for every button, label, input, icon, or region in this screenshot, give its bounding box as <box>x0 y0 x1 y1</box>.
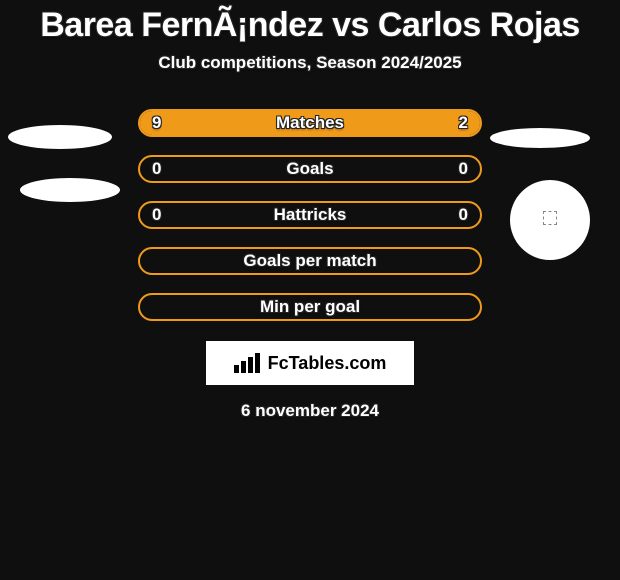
bar-label: Goals per match <box>243 251 376 271</box>
bar-label: Hattricks <box>274 205 347 225</box>
subtitle: Club competitions, Season 2024/2025 <box>0 53 620 73</box>
brand-text: FcTables.com <box>268 353 387 374</box>
bar-value-left: 0 <box>152 205 161 225</box>
date-label: 6 november 2024 <box>0 401 620 421</box>
bar-label: Goals <box>286 159 333 179</box>
bar-value-left: 9 <box>152 113 161 133</box>
avatar-placeholder-left-1 <box>8 125 112 149</box>
bar-chart-icon <box>234 353 262 373</box>
image-placeholder-icon <box>543 211 557 225</box>
bar-row-matches: 9 2 Matches <box>138 109 482 137</box>
bar-label: Min per goal <box>260 297 360 317</box>
bar-value-right: 0 <box>459 205 468 225</box>
bar-value-right: 2 <box>459 113 468 133</box>
avatar-placeholder-left-2 <box>20 178 120 202</box>
page-title: Barea FernÃ¡ndez vs Carlos Rojas <box>0 0 620 45</box>
bar-fill-right <box>418 111 480 135</box>
brand-badge: FcTables.com <box>206 341 414 385</box>
bar-row-goals: 0 0 Goals <box>138 155 482 183</box>
avatar-placeholder-right-circle <box>510 180 590 260</box>
bar-label: Matches <box>276 113 344 133</box>
chart-area: 9 2 Matches 0 0 Goals 0 0 Hattricks Goals per mat… <box>0 109 620 421</box>
bar-value-left: 0 <box>152 159 161 179</box>
bar-row-mpg: Min per goal <box>138 293 482 321</box>
bar-value-right: 0 <box>459 159 468 179</box>
bar-row-gpm: Goals per match <box>138 247 482 275</box>
comparison-bars: 9 2 Matches 0 0 Goals 0 0 Hattricks Goals per mat… <box>138 109 482 321</box>
avatar-placeholder-right-1 <box>490 128 590 148</box>
bar-row-hattricks: 0 0 Hattricks <box>138 201 482 229</box>
